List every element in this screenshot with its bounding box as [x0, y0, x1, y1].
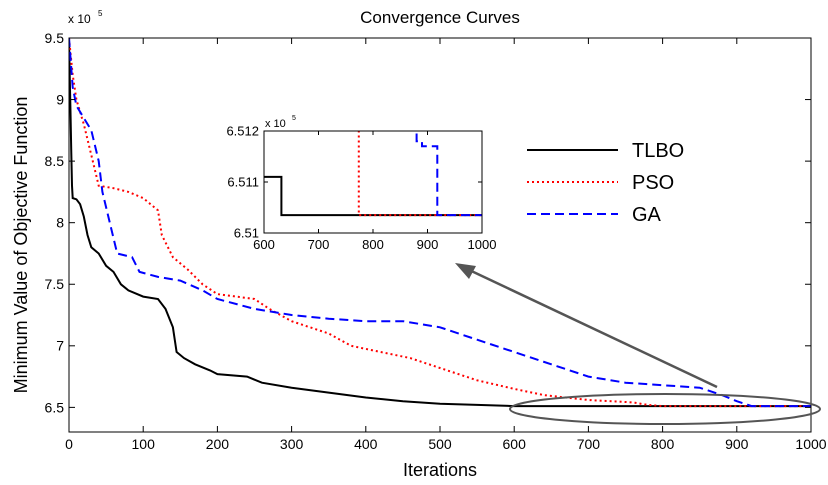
- main-y-tick-label: 9.5: [45, 30, 65, 46]
- inset-y-exponent-label: x 10: [265, 118, 286, 130]
- main-series-line-tlbo: [69, 38, 811, 408]
- main-x-tick-label: 500: [428, 436, 452, 452]
- main-y-tick-label: 7: [56, 338, 64, 354]
- main-y-tick-label: 7.5: [45, 276, 65, 292]
- inset-plot-area: 600 700 800 900 1000 6.51 6.511 6.512: [226, 124, 497, 252]
- legend: TLBO PSO GA: [527, 140, 684, 226]
- main-series-line-pso: [69, 38, 811, 408]
- chart-title: Convergence Curves: [360, 8, 520, 27]
- inset-y-tick-label: 6.51: [234, 226, 259, 241]
- main-x-tick-label: 700: [577, 436, 601, 452]
- inset-plot-background: [264, 131, 482, 233]
- main-x-tick-label: 300: [280, 436, 304, 452]
- y-exponent-power: 5: [98, 9, 103, 18]
- main-x-tick-label: 100: [132, 436, 156, 452]
- main-x-tick-label: 800: [651, 436, 675, 452]
- main-plot-background: [69, 38, 811, 432]
- inset-x-tick-label: 1000: [468, 237, 497, 252]
- main-y-tick-label: 8.5: [45, 153, 65, 169]
- y-exponent-label: x 10: [68, 12, 91, 26]
- main-y-tick-label: 9: [56, 91, 64, 107]
- y-axis-label: Minimum Value of Objective Function: [11, 97, 31, 394]
- inset-y-exponent-power: 5: [292, 115, 296, 122]
- inset-x-tick-label: 600: [253, 237, 275, 252]
- main-y-tick-label: 8: [56, 215, 64, 231]
- legend-label-tlbo: TLBO: [632, 140, 684, 162]
- inset-x-tick-label: 900: [417, 237, 439, 252]
- main-plot-area: 0 100 200 300 400 500 600 700 800 900 1000 6.5 7 7.5 8…: [45, 30, 827, 452]
- zoom-arrowhead: [455, 263, 476, 279]
- inset-y-tick-label: 6.511: [227, 175, 259, 190]
- legend-label-pso: PSO: [632, 172, 674, 194]
- inset-x-tick-label: 800: [362, 237, 384, 252]
- main-y-tick-label: 6.5: [45, 399, 65, 415]
- main-x-tick-label: 1000: [795, 436, 826, 452]
- inset-series-line-tlbo: [264, 175, 482, 217]
- zoom-arrow: [464, 266, 718, 389]
- main-x-tick-label: 600: [503, 436, 527, 452]
- legend-label-ga: GA: [632, 204, 662, 226]
- main-series-line-ga: [69, 38, 811, 408]
- x-axis-label: Iterations: [403, 460, 477, 480]
- main-x-tick-label: 900: [725, 436, 749, 452]
- inset-series-line-ga: [415, 131, 482, 217]
- main-x-tick-label: 0: [65, 436, 73, 452]
- main-x-tick-label: 200: [206, 436, 230, 452]
- inset-x-tick-label: 700: [308, 237, 330, 252]
- zoom-region-ellipse: [509, 393, 821, 425]
- main-x-tick-label: 400: [354, 436, 378, 452]
- inset-y-tick-label: 6.512: [226, 124, 259, 139]
